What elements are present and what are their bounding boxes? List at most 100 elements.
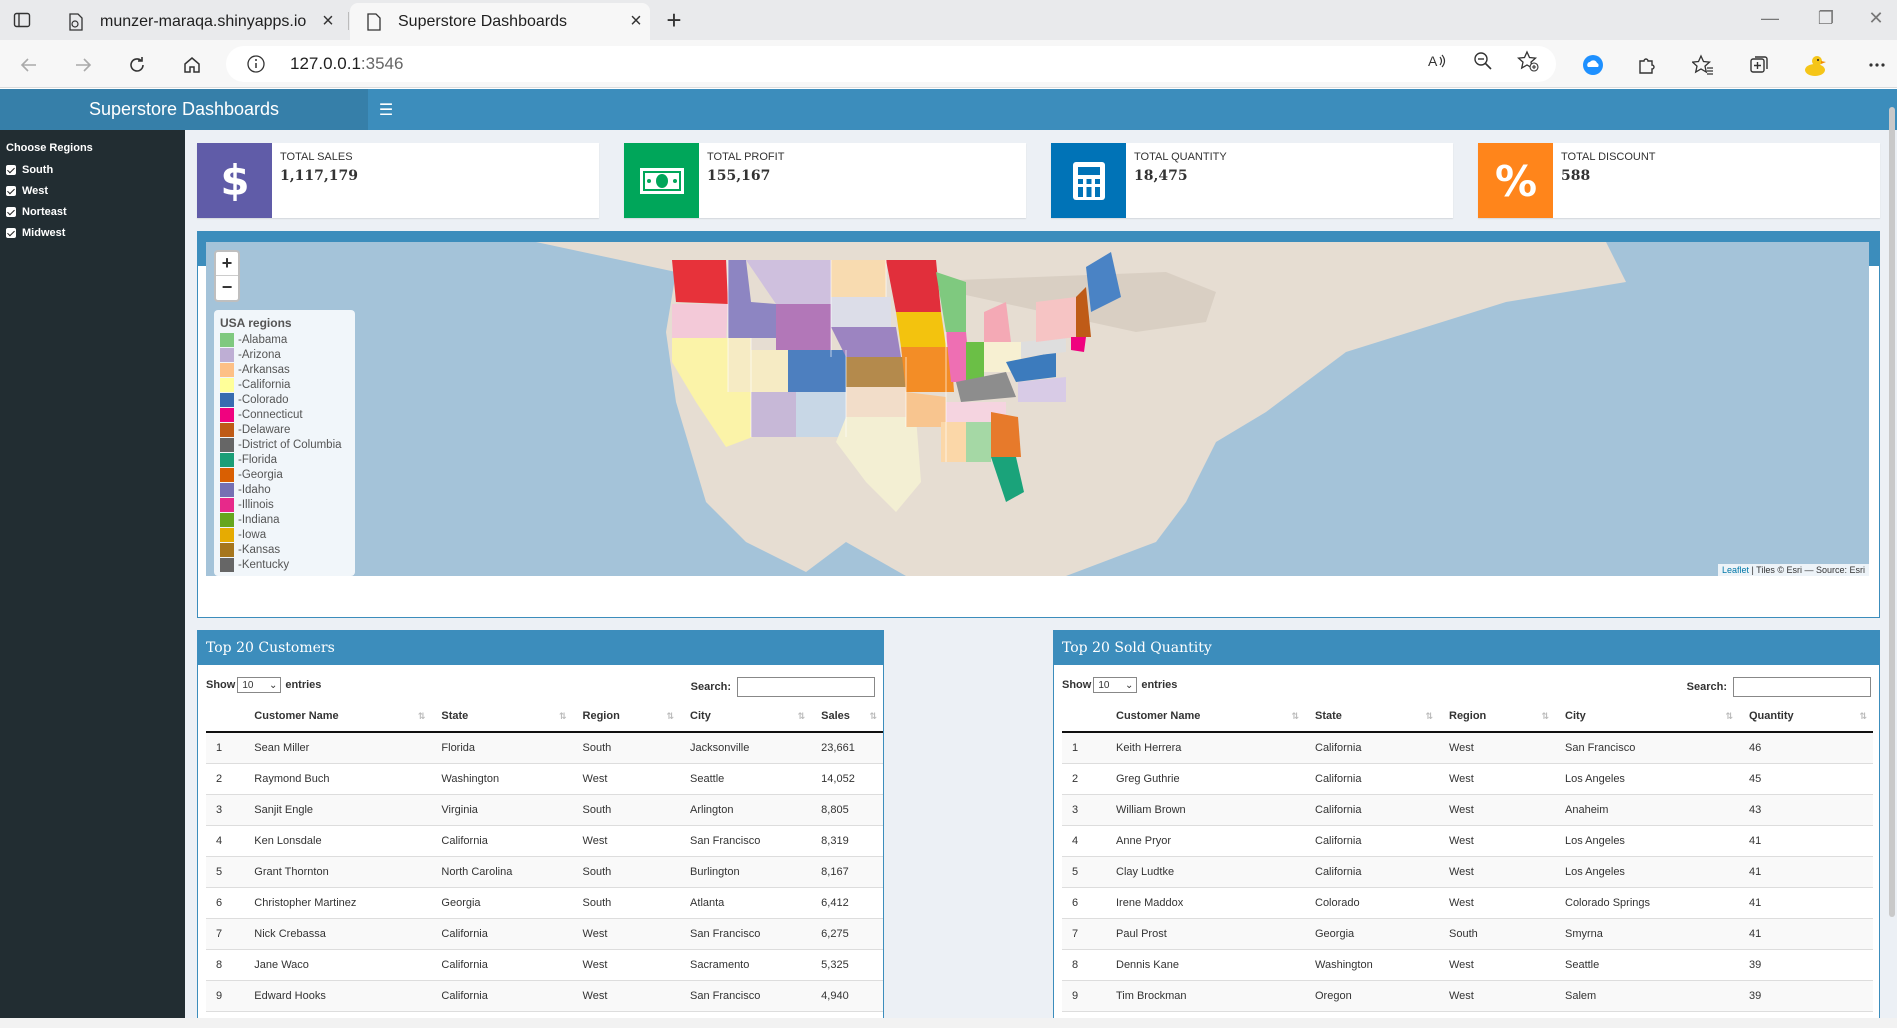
column-header[interactable]: Region ⇅ xyxy=(572,701,681,733)
table-row[interactable]: 9 Edward Hooks California West San Francisco… xyxy=(206,980,883,1012)
search-input[interactable] xyxy=(1733,677,1871,697)
sort-icon[interactable]: ⇅ xyxy=(1541,711,1549,721)
browser-tab-shinyapps[interactable]: munzer-maraqa.shinyapps.io × xyxy=(52,3,342,40)
table-row[interactable]: 2 Raymond Buch Washington West Seattle 14,052 xyxy=(206,763,883,795)
kpi-value: 155,167 xyxy=(707,168,771,184)
table-row[interactable]: 2 Greg Guthrie California West Los Angeles 45 xyxy=(1062,763,1873,795)
sort-icon[interactable]: ⇅ xyxy=(1859,711,1867,721)
page-length-select[interactable]: 10 ⌄ xyxy=(1093,677,1138,693)
add-favorite-icon[interactable] xyxy=(1515,48,1541,74)
region-option-label: Midwest xyxy=(22,227,66,239)
sort-icon[interactable]: ⇅ xyxy=(417,711,426,721)
address-bar[interactable]: 127.0.0.1:3546 xyxy=(226,46,1556,82)
zoom-in-button[interactable]: + xyxy=(216,252,238,276)
search-input[interactable] xyxy=(737,677,875,697)
column-header[interactable] xyxy=(206,701,245,733)
restore-icon[interactable]: ❐ xyxy=(1817,8,1835,28)
checkbox-checked-icon[interactable] xyxy=(6,186,16,196)
table-row[interactable]: 5 Grant Thornton North Carolina South Burlin… xyxy=(206,856,883,888)
sort-icon[interactable]: ⇅ xyxy=(797,711,806,721)
column-header[interactable]: City ⇅ xyxy=(680,701,812,733)
table-row[interactable]: 8 Jane Waco California West Sacramento 5,325 xyxy=(206,949,883,981)
column-header[interactable]: State ⇅ xyxy=(431,701,573,733)
sidebar-toggle-icon[interactable]: ☰ xyxy=(378,101,394,119)
region-option-northeast[interactable]: Nortеast xyxy=(6,206,67,218)
attribution-text: | Tiles © Esri — Source: Esri xyxy=(1749,565,1866,575)
table-row[interactable]: 7 Paul Prost Georgia South Smyrna 41 xyxy=(1062,918,1873,950)
page-length-select[interactable]: 10 ⌄ xyxy=(237,677,282,693)
collections-icon[interactable] xyxy=(1744,50,1774,80)
table-cell: Anne Pryor xyxy=(1106,825,1305,857)
page-scrollbar[interactable] xyxy=(1889,107,1895,917)
reload-icon[interactable] xyxy=(122,50,152,80)
leaflet-map[interactable]: + − USA regions -Alabama -Arizona -Arkansa… xyxy=(206,242,1869,576)
table-row[interactable]: 4 Ken Lonsdale California West San Francisco… xyxy=(206,825,883,857)
column-header[interactable]: Region ⇅ xyxy=(1439,701,1555,733)
region-option-west[interactable]: West xyxy=(6,185,48,197)
region-option-south[interactable]: South xyxy=(6,164,53,176)
new-tab-plus-icon[interactable]: + xyxy=(666,5,682,35)
column-header[interactable]: Customer Name ⇅ xyxy=(1106,701,1305,733)
zoom-out-button[interactable]: − xyxy=(221,277,233,297)
checkbox-checked-icon[interactable] xyxy=(6,207,16,217)
sidebar: Choose Regions South West Nortеast Midwe… xyxy=(0,130,185,1018)
table-row[interactable]: 4 Anne Pryor California West Los Angeles 41 xyxy=(1062,825,1873,857)
more-options-icon[interactable] xyxy=(1862,50,1892,80)
table-row[interactable]: 7 Nick Crebassa California West San Francisc… xyxy=(206,918,883,950)
column-header[interactable]: City ⇅ xyxy=(1555,701,1739,733)
checkbox-checked-icon[interactable] xyxy=(6,228,16,238)
table-cell: Jane Waco xyxy=(244,949,432,981)
column-header[interactable]: Customer Name ⇅ xyxy=(244,701,432,733)
forward-arrow-icon[interactable] xyxy=(68,50,98,80)
leaflet-link[interactable]: Leaflet xyxy=(1721,565,1749,575)
browser-tab-superstore[interactable]: Superstore Dashboards × xyxy=(350,3,650,40)
favorites-icon[interactable] xyxy=(1688,50,1718,80)
table-row[interactable]: 3 William Brown California West Anaheim 43 xyxy=(1062,794,1873,826)
column-header[interactable]: Quantity ⇅ xyxy=(1739,701,1873,733)
cloud-sync-icon[interactable] xyxy=(1578,50,1608,80)
table-cell: Florida xyxy=(431,732,573,764)
legend-label: -Iowa xyxy=(238,528,267,541)
table-cell: 8,319 xyxy=(811,825,883,857)
table-cell: 8 xyxy=(1062,949,1106,981)
sort-icon[interactable]: ⇅ xyxy=(558,711,567,721)
table-cell: 9 xyxy=(206,980,245,1012)
table-cell: 8 xyxy=(206,949,245,981)
table-cell: 4 xyxy=(206,825,245,857)
column-header[interactable]: Sales ⇅ xyxy=(811,701,883,733)
read-aloud-icon[interactable]: A xyxy=(1424,48,1450,74)
checkbox-checked-icon[interactable] xyxy=(6,165,16,175)
zoom-out-icon[interactable] xyxy=(1470,48,1496,74)
table-row[interactable]: 3 Sanjit Engle Virginia South Arlington 8,805 xyxy=(206,794,883,826)
back-arrow-icon[interactable] xyxy=(14,50,44,80)
column-header[interactable]: State ⇅ xyxy=(1305,701,1439,733)
page-length-control: Show 10 ⌄ entries xyxy=(206,677,321,693)
table-cell: Anaheim xyxy=(1555,794,1739,826)
table-row[interactable]: 8 Dennis Kane Washington West Seattle 39 xyxy=(1062,949,1873,981)
table-row[interactable]: 1 Keith Herrera California West San Francisc… xyxy=(1062,732,1873,764)
table-row[interactable]: 9 Tim Brockman Oregon West Salem 39 xyxy=(1062,980,1873,1012)
sort-icon[interactable]: ⇅ xyxy=(869,711,877,721)
site-info-icon[interactable] xyxy=(246,54,266,74)
kpi-label: Total Profit xyxy=(707,151,785,163)
profile-duck-icon[interactable] xyxy=(1800,50,1830,80)
tab-close-icon[interactable]: × xyxy=(322,10,334,32)
table-row[interactable]: 6 Christopher Martinez Georgia South Atlanta… xyxy=(206,887,883,919)
minimize-icon[interactable]: — xyxy=(1761,8,1779,28)
tab-actions-icon[interactable] xyxy=(10,8,34,32)
sort-icon[interactable]: ⇅ xyxy=(666,711,675,721)
table-row[interactable]: 5 Clay Ludtke California West Los Angeles 41 xyxy=(1062,856,1873,888)
us-states-map-graphic[interactable] xyxy=(206,242,1869,576)
column-header[interactable] xyxy=(1062,701,1106,733)
sort-icon[interactable]: ⇅ xyxy=(1425,711,1433,721)
window-close-icon[interactable]: ✕ xyxy=(1868,8,1884,28)
extensions-icon[interactable] xyxy=(1632,50,1662,80)
home-icon[interactable] xyxy=(177,50,207,80)
table-row[interactable]: 6 Irene Maddox Colorado West Colorado Spring… xyxy=(1062,887,1873,919)
sort-icon[interactable]: ⇅ xyxy=(1291,711,1299,721)
tab-close-icon[interactable]: × xyxy=(630,10,642,32)
region-option-midwest[interactable]: Midwest xyxy=(6,227,65,239)
table-cell: 6 xyxy=(1062,887,1106,919)
table-row[interactable]: 1 Sean Miller Florida South Jacksonville 23,6… xyxy=(206,732,883,764)
sort-icon[interactable]: ⇅ xyxy=(1725,711,1733,721)
